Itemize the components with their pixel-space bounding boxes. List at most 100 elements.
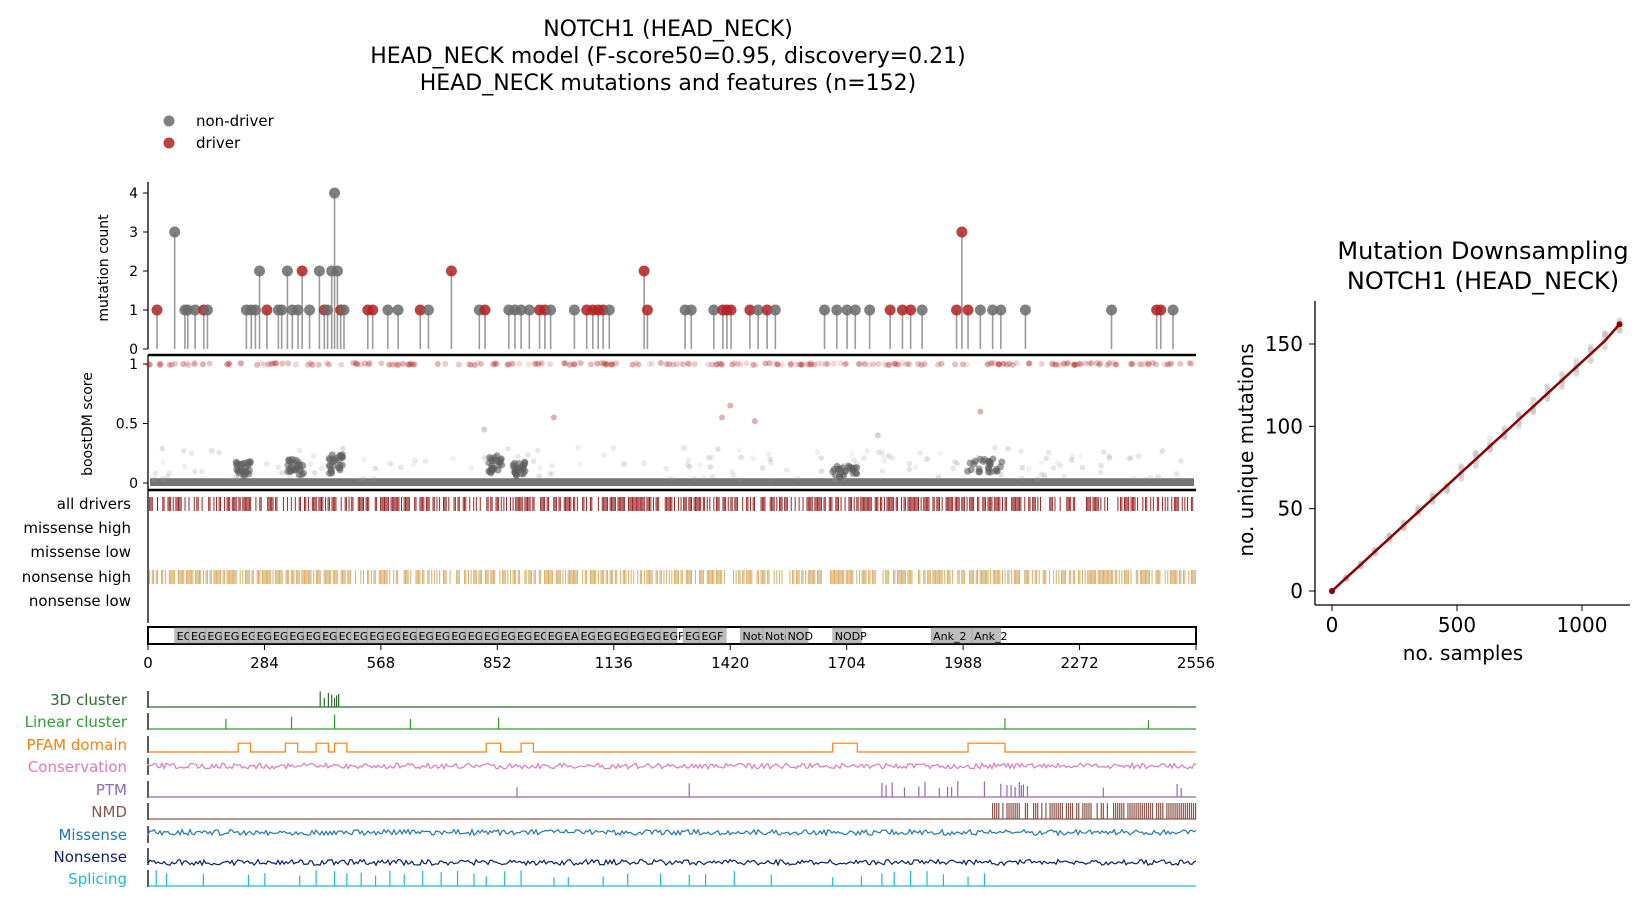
- driver-score-point: [1049, 360, 1056, 367]
- driver-score-point: [455, 361, 462, 368]
- feature-track-label: NMD: [91, 803, 127, 821]
- driver-score-point: [633, 360, 640, 367]
- driver-point: [905, 304, 917, 316]
- ds-end-point: [1616, 321, 1623, 328]
- score-cluster-point: [235, 467, 243, 475]
- score-cluster-point: [510, 463, 518, 471]
- driver-score-point: [899, 360, 906, 367]
- domain-xtick-label: 284: [250, 654, 279, 672]
- driver-score-point: [309, 361, 316, 368]
- driver-score-point: [824, 360, 831, 367]
- score-point: [311, 470, 318, 476]
- score-point: [682, 444, 688, 451]
- driver-score-point: [1168, 360, 1175, 367]
- score-point: [641, 460, 647, 466]
- driver-score-point: [223, 361, 230, 368]
- driver-score-point: [903, 361, 910, 368]
- ds-origin-point: [1329, 588, 1335, 594]
- score-point: [468, 464, 475, 471]
- driver-point: [1155, 304, 1167, 316]
- score-ytick-label: 1: [129, 357, 138, 373]
- ds-sample-point: [1602, 331, 1608, 338]
- barcode-row-label: nonsense low: [29, 592, 131, 610]
- driver-point: [296, 265, 308, 277]
- score-outlier-point: [977, 408, 984, 415]
- score-point: [601, 452, 607, 458]
- driver-score-point: [571, 361, 578, 368]
- driver-score-point: [810, 361, 817, 368]
- driver-score-point: [1082, 360, 1089, 367]
- ds-sample-point: [1444, 487, 1450, 494]
- driver-score-point: [891, 360, 898, 367]
- ds-sample-point: [1616, 328, 1623, 335]
- score-point: [1041, 472, 1048, 479]
- driver-score-point: [1145, 361, 1152, 368]
- score-marks: [145, 360, 1195, 486]
- driver-score-point: [157, 360, 164, 367]
- driver-score-point: [206, 360, 213, 367]
- driver-score-point: [649, 360, 656, 367]
- score-point: [954, 460, 961, 467]
- driver-score-point: [1137, 361, 1144, 368]
- score-point: [1034, 476, 1041, 483]
- score-point: [1101, 449, 1107, 455]
- driver-score-point: [678, 360, 685, 367]
- driver-score-point: [807, 360, 814, 367]
- driver-score-point: [774, 361, 781, 368]
- score-point: [610, 445, 617, 452]
- score-point: [537, 465, 543, 471]
- ds-xlabel: no. samples: [1403, 641, 1523, 665]
- driver-score-point: [578, 360, 585, 367]
- barcode-row-label: missense high: [23, 519, 131, 537]
- driver-score-point: [525, 361, 532, 368]
- score-point: [275, 464, 282, 471]
- driver-score-point: [893, 360, 900, 367]
- ds-sample-point: [1515, 410, 1522, 417]
- non-driver-point: [322, 304, 334, 316]
- score-ytick-label: 0.5: [116, 417, 138, 433]
- driver-score-point: [709, 361, 716, 368]
- score-point: [296, 447, 303, 454]
- score-point: [814, 449, 820, 456]
- driver-score-point: [268, 360, 275, 367]
- score-cluster-point: [966, 459, 974, 467]
- ds-sample-point: [1458, 463, 1465, 470]
- score-point: [709, 473, 716, 480]
- driver-score-point: [157, 361, 164, 368]
- score-point: [879, 449, 886, 455]
- domain-xtick-label: 0: [143, 654, 153, 672]
- ds-sample-point: [1587, 355, 1594, 362]
- driver-score-point: [477, 360, 484, 367]
- domain-block: [971, 627, 1002, 644]
- score-outlier-point: [719, 414, 726, 421]
- score-point: [889, 455, 895, 462]
- driver-score-point: [1096, 361, 1103, 368]
- driver-score-point: [354, 361, 361, 368]
- non-driver-point: [841, 304, 853, 316]
- driver-score-point: [254, 361, 261, 368]
- driver-score-point: [762, 360, 769, 367]
- driver-score-point: [1070, 361, 1077, 368]
- score-cluster-point: [839, 464, 847, 472]
- driver-score-point: [352, 360, 359, 367]
- score-point: [360, 475, 367, 482]
- driver-score-point: [766, 360, 773, 367]
- lollipop-ytick-label: 2: [129, 264, 138, 280]
- score-point: [577, 461, 584, 467]
- driver-point: [962, 304, 974, 316]
- score-point: [151, 476, 158, 483]
- score-point: [1038, 471, 1045, 478]
- driver-score-point: [354, 361, 361, 368]
- driver-score-point: [986, 360, 993, 367]
- driver-score-point: [1104, 361, 1111, 368]
- domain-label: NODP: [835, 630, 867, 643]
- score-point: [1126, 455, 1133, 462]
- driver-score-point: [818, 360, 825, 367]
- driver-score-point: [156, 361, 163, 368]
- non-driver-point: [831, 304, 843, 316]
- driver-score-point: [870, 361, 877, 368]
- driver-score-point: [1097, 360, 1104, 367]
- score-cluster-point: [294, 461, 302, 469]
- ds-sample-point: [1415, 504, 1422, 511]
- score-cluster-point: [245, 466, 253, 474]
